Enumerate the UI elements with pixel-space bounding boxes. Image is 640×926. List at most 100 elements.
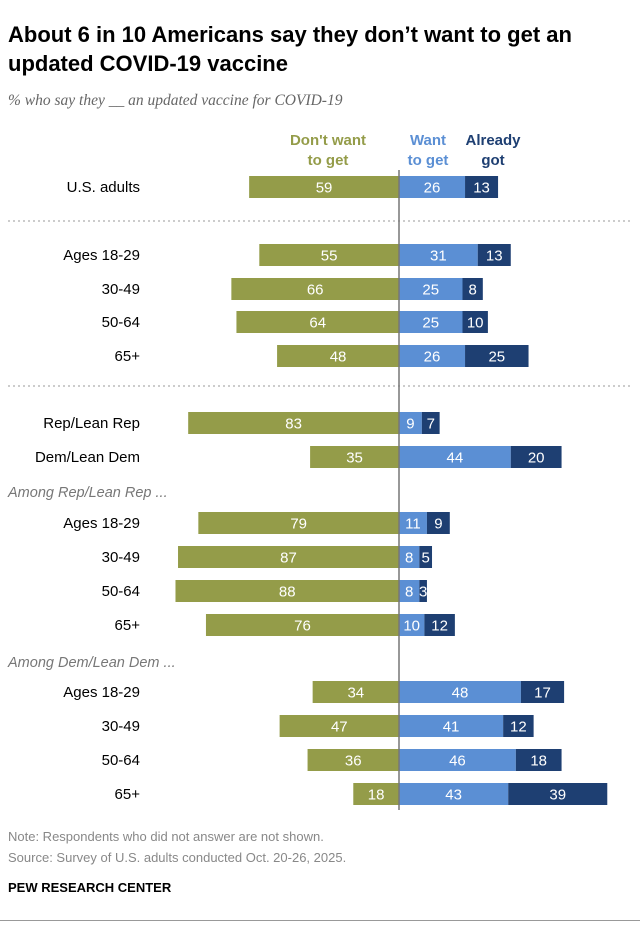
value-label-want: 25 — [422, 315, 439, 332]
legend-label: got — [481, 152, 504, 169]
value-label-want: 44 — [447, 450, 464, 467]
bar-want — [399, 546, 420, 568]
value-label-dont-want: 83 — [285, 416, 302, 433]
value-label-dont-want: 48 — [330, 349, 347, 366]
chart-plot: Don't want to get Want to get Already got Amon… — [7, 132, 632, 810]
value-label-want: 25 — [422, 282, 439, 299]
row-label: 65+ — [115, 786, 141, 803]
value-label-want: 8 — [405, 550, 413, 567]
row-label: Rep/Lean Rep — [43, 415, 140, 432]
bar-want — [399, 681, 521, 703]
row-label: 65+ — [115, 617, 141, 634]
value-label-dont-want: 59 — [316, 180, 333, 197]
chart-subtitle: % who say they __ an updated vaccine for… — [8, 92, 343, 109]
bar-already — [424, 614, 455, 636]
row-label: Ages 18-29 — [63, 684, 140, 701]
row-label: U.S. adults — [67, 179, 140, 196]
value-label-dont-want: 88 — [279, 584, 296, 601]
bar-dont-want — [205, 614, 399, 636]
bar-dont-want — [307, 749, 399, 771]
value-label-already: 8 — [468, 282, 476, 299]
value-label-want: 46 — [449, 753, 466, 770]
value-label-want: 8 — [405, 584, 413, 601]
value-label-dont-want: 55 — [321, 248, 338, 265]
value-label-dont-want: 87 — [280, 550, 297, 567]
value-label-dont-want: 76 — [294, 618, 311, 635]
value-label-dont-want: 36 — [345, 753, 362, 770]
bar-want — [399, 614, 425, 636]
bar-want — [399, 512, 427, 534]
bar-want — [399, 715, 504, 737]
value-label-already: 9 — [434, 516, 442, 533]
row-label: 30-49 — [102, 718, 140, 735]
bar-want — [399, 412, 422, 434]
bar-want — [399, 345, 466, 367]
value-label-dont-want: 79 — [290, 516, 307, 533]
bar-already — [515, 749, 562, 771]
bar-dont-want — [353, 783, 399, 805]
bar-want — [399, 446, 511, 468]
value-label-already: 10 — [467, 315, 484, 332]
bar-dont-want — [279, 715, 399, 737]
value-label-dont-want: 64 — [309, 315, 326, 332]
bar-already — [462, 311, 488, 333]
brand-logo-text: PEW RESEARCH CENTER — [8, 880, 172, 895]
value-label-dont-want: 18 — [368, 787, 385, 804]
value-label-want: 11 — [405, 516, 421, 533]
legend-label: Don't want — [290, 132, 366, 149]
bar-want — [399, 783, 509, 805]
value-label-already: 39 — [549, 787, 566, 804]
value-label-already: 12 — [431, 618, 448, 635]
bar-want — [399, 278, 463, 300]
bar-already — [465, 176, 499, 198]
value-label-dont-want: 34 — [347, 685, 364, 702]
group-label: Among Dem/Lean Dem ... — [7, 655, 176, 671]
value-label-want: 10 — [403, 618, 420, 635]
bar-dont-want — [236, 311, 399, 333]
value-label-already: 18 — [530, 753, 547, 770]
bar-want — [399, 176, 466, 198]
row-label: Ages 18-29 — [63, 515, 140, 532]
value-label-want: 26 — [424, 349, 441, 366]
value-label-want: 9 — [406, 416, 414, 433]
bar-dont-want — [178, 546, 399, 568]
bar-already — [419, 546, 433, 568]
bar-dont-want — [312, 681, 399, 703]
value-label-already: 13 — [473, 180, 490, 197]
chart-note: Note: Respondents who did not answer are… — [8, 829, 324, 844]
value-label-dont-want: 35 — [346, 450, 363, 467]
row-label: 30-49 — [102, 549, 140, 566]
bar-dont-want — [188, 412, 399, 434]
bar-want — [399, 749, 516, 771]
value-label-already: 5 — [421, 550, 429, 567]
bar-dont-want — [310, 446, 399, 468]
value-label-want: 48 — [452, 685, 469, 702]
bar-already — [419, 580, 427, 602]
bar-already — [465, 345, 529, 367]
bar-already — [421, 412, 440, 434]
value-label-already: 12 — [510, 719, 527, 736]
value-label-already: 3 — [419, 584, 427, 601]
bar-dont-want — [277, 345, 399, 367]
value-label-dont-want: 66 — [307, 282, 324, 299]
bar-already — [510, 446, 562, 468]
bar-already — [520, 681, 565, 703]
row-label: 65+ — [115, 348, 141, 365]
group-label: Among Rep/Lean Rep ... — [7, 485, 168, 501]
value-label-already: 7 — [427, 416, 435, 433]
bar-already — [503, 715, 534, 737]
value-label-want: 31 — [430, 248, 447, 265]
value-label-want: 41 — [443, 719, 460, 736]
bar-dont-want — [249, 176, 399, 198]
row-label: 30-49 — [102, 281, 140, 298]
bar-want — [399, 311, 463, 333]
value-label-already: 13 — [486, 248, 503, 265]
value-label-already: 20 — [528, 450, 545, 467]
row-label: Ages 18-29 — [63, 247, 140, 264]
row-label: 50-64 — [102, 314, 140, 331]
value-label-want: 43 — [445, 787, 462, 804]
legend-label: to get — [408, 152, 449, 169]
legend-label: Want — [410, 132, 446, 149]
bar-already — [477, 244, 511, 266]
